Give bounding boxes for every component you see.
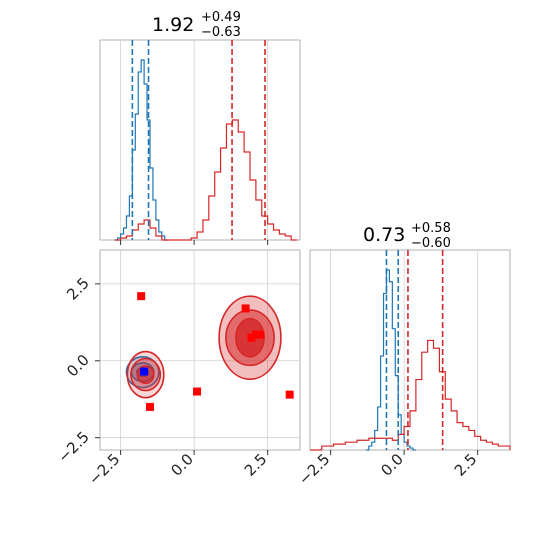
histogram-y-panel: −2.5 0.0 2.5 0.73 +0.58 −0.60 <box>295 221 511 489</box>
joint-marker-7 <box>285 390 294 399</box>
joint-marker-6 <box>256 330 265 339</box>
histogram-y-ticks: −2.5 0.0 2.5 <box>295 450 481 489</box>
histogram-y-grid <box>330 250 479 450</box>
histogram-x-title-minus: −0.63 <box>201 25 241 40</box>
histogram-y-tick-label: −2.5 <box>295 450 333 488</box>
joint-marker-2 <box>193 387 202 396</box>
histogram-x-title-value: 1.92 <box>152 14 194 36</box>
joint-marker-5 <box>251 330 260 339</box>
joint-x-tick-label: −2.5 <box>85 450 123 488</box>
joint-y-tick-label: 2.5 <box>63 274 93 304</box>
joint-scatter-panel: −2.5 0.0 2.5 −2.5 0.0 2.5 <box>54 249 301 489</box>
histogram-y-quantile-lines <box>385 250 444 450</box>
joint-contours <box>125 295 282 399</box>
joint-markers <box>137 292 294 411</box>
joint-marker-3 <box>241 304 250 313</box>
joint-x-tick-label: 2.5 <box>241 450 271 480</box>
joint-frame <box>99 249 301 451</box>
histogram-x-series <box>114 59 298 241</box>
histogram-x-ticks <box>120 240 269 245</box>
histogram-y-frame <box>309 249 511 451</box>
histogram-y-tick-label: 0.0 <box>377 450 407 480</box>
histogram-x-title-plus: +0.49 <box>201 10 241 25</box>
joint-marker-4 <box>247 333 256 342</box>
histogram-x-grid <box>120 40 269 240</box>
histogram-x-quantile-lines <box>131 40 266 240</box>
histogram-y-series <box>310 269 511 451</box>
hy-series-0-step <box>365 269 416 451</box>
histogram-y-title-minus: −0.60 <box>411 236 451 251</box>
histogram-x-frame <box>99 39 301 241</box>
joint-marker-0 <box>137 292 146 301</box>
histogram-y-title-plus: +0.58 <box>411 221 451 236</box>
joint-marker-1 <box>146 402 154 411</box>
joint-y-tick-label: 0.0 <box>63 351 93 381</box>
histogram-x-panel: 1.92 +0.49 −0.63 <box>99 10 301 245</box>
histogram-y-title-value: 0.73 <box>363 224 405 246</box>
histogram-y-tick-label: 2.5 <box>451 450 481 480</box>
joint-y-tick-label: −2.5 <box>54 428 92 466</box>
hx-series-1-step <box>114 119 298 241</box>
joint-marker-8 <box>140 367 149 376</box>
joint-x-tick-label: 0.0 <box>167 450 197 480</box>
hx-series-0-step <box>114 59 168 241</box>
hy-series-1-step <box>310 339 511 451</box>
